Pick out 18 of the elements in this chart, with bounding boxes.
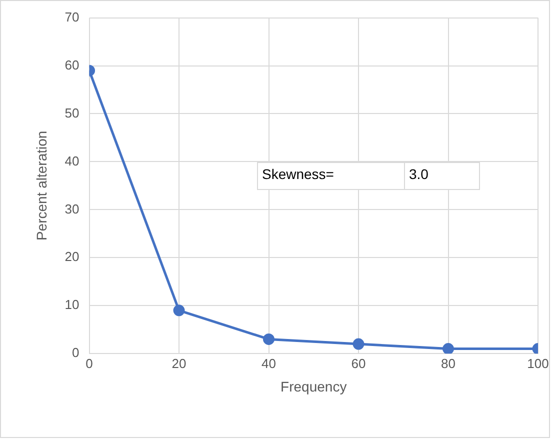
y-tick-label: 0: [72, 345, 80, 360]
y-tick-label: 70: [64, 9, 80, 24]
y-tick-label: 40: [64, 153, 80, 168]
annotation: 3.0: [405, 162, 480, 190]
x-tick-label: 20: [172, 356, 186, 371]
x-tick-label: 60: [351, 356, 366, 371]
x-tick-label: 0: [86, 356, 93, 371]
x-tick-label: 40: [262, 356, 276, 371]
x-axis-title: Frequency: [280, 378, 347, 394]
y-tick-label: 10: [64, 297, 80, 312]
x-tick-label: 100: [527, 356, 549, 371]
annotation: Skewness=: [257, 162, 405, 190]
y-tick-label: 50: [64, 105, 80, 120]
y-tick-label: 30: [64, 201, 80, 216]
y-axis-title: Percent alteration: [33, 130, 50, 241]
x-tick-label: 80: [441, 356, 456, 371]
y-tick-label: 20: [64, 249, 80, 264]
y-tick-label: 60: [64, 57, 80, 72]
